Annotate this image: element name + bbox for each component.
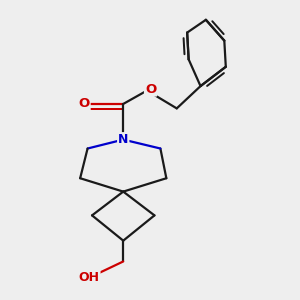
Text: O: O — [78, 98, 90, 110]
Text: N: N — [118, 133, 128, 146]
Text: O: O — [145, 82, 156, 96]
Text: OH: OH — [79, 271, 100, 284]
